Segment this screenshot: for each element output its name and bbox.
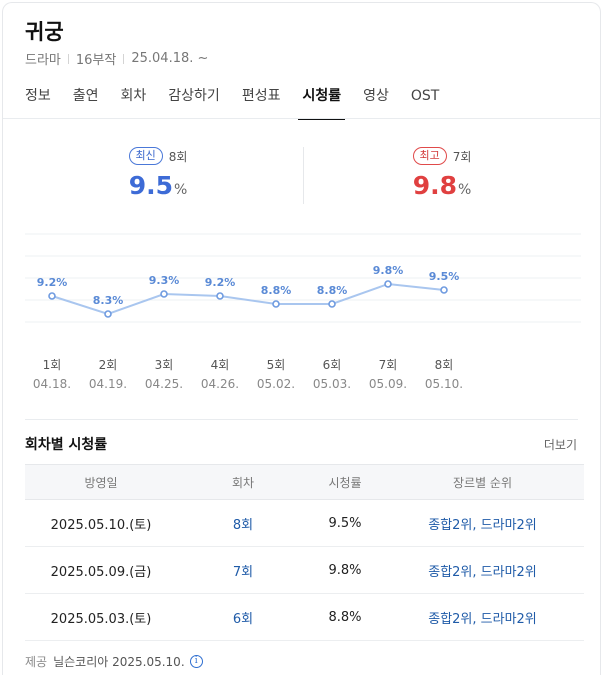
data-label: 8.8% bbox=[261, 284, 292, 297]
tab-schedule[interactable]: 편성표 bbox=[241, 88, 281, 104]
x-tick-date: 05.09. bbox=[369, 377, 407, 391]
more-link[interactable]: 더보기 bbox=[543, 438, 577, 452]
tab-ost[interactable]: OST bbox=[410, 88, 440, 104]
table-row: 2025.05.09.(금) 7회 9.8% 종합2위, 드라마2위 bbox=[25, 546, 584, 594]
best-rating: 최고 7회 9.8% bbox=[342, 147, 542, 200]
data-point bbox=[440, 286, 448, 294]
row-episode-link[interactable]: 7회 bbox=[177, 546, 309, 594]
latest-unit: % bbox=[173, 182, 188, 198]
row-rank-link[interactable]: 종합2위, 드라마2위 bbox=[381, 593, 584, 641]
row-rating: 8.8% bbox=[309, 593, 381, 641]
meta-divider bbox=[67, 53, 69, 64]
data-point bbox=[384, 280, 392, 288]
x-tick-label: 8회 bbox=[435, 358, 454, 372]
x-tick-date: 04.18. bbox=[33, 377, 71, 391]
row-episode-link[interactable]: 8회 bbox=[177, 499, 309, 547]
data-point bbox=[216, 292, 224, 300]
data-label: 9.2% bbox=[37, 276, 68, 289]
section-divider bbox=[25, 419, 578, 420]
data-label: 9.5% bbox=[429, 270, 460, 283]
x-tick-label: 5회 bbox=[267, 358, 286, 372]
data-point bbox=[104, 310, 112, 318]
data-label: 9.8% bbox=[373, 264, 404, 277]
row-date: 2025.05.10.(토) bbox=[25, 499, 177, 547]
x-tick-label: 1회 bbox=[43, 358, 62, 372]
data-label: 8.3% bbox=[93, 294, 124, 307]
x-tick-label: 7회 bbox=[379, 358, 398, 372]
data-label: 8.8% bbox=[317, 284, 348, 297]
data-point bbox=[328, 300, 336, 308]
row-rank-link[interactable]: 종합2위, 드라마2위 bbox=[381, 546, 584, 594]
table-row: 2025.05.10.(토) 8회 9.5% 종합2위, 드라마2위 bbox=[25, 499, 584, 547]
data-point bbox=[272, 300, 280, 308]
x-tick-date: 05.10. bbox=[425, 377, 463, 391]
x-tick-label: 6회 bbox=[323, 358, 342, 372]
row-rank-link[interactable]: 종합2위, 드라마2위 bbox=[381, 499, 584, 547]
tab-info[interactable]: 정보 bbox=[25, 88, 51, 104]
data-point bbox=[48, 292, 56, 300]
x-tick-date: 04.25. bbox=[145, 377, 183, 391]
tab-bar: 정보 출연 회차 감상하기 편성표 시청률 영상 OST bbox=[25, 85, 461, 120]
ratings-line-chart: 9.2% 1회 04.18. 8.3% 2회 04.19. 9.3% 3회 04.25. 9.2%… bbox=[25, 233, 581, 391]
data-source: 제공 닐슨코리아 2025.05.10. i bbox=[25, 653, 203, 670]
row-date: 2025.05.09.(금) bbox=[25, 546, 177, 594]
program-meta: 드라마 16부작 25.04.18. ~ bbox=[25, 49, 208, 68]
page-title: 귀궁 bbox=[25, 20, 64, 44]
best-value: 9.8 bbox=[412, 171, 457, 200]
latest-rating: 최신 8회 9.5% bbox=[58, 147, 258, 200]
tab-episodes[interactable]: 회차 bbox=[120, 88, 147, 104]
series-line bbox=[51, 282, 445, 316]
latest-value: 9.5 bbox=[128, 171, 173, 200]
col-episode: 회차 bbox=[177, 464, 309, 500]
best-badge: 최고 bbox=[412, 147, 447, 165]
x-tick-date: 05.03. bbox=[313, 377, 351, 391]
data-label: 9.2% bbox=[205, 276, 236, 289]
x-tick-label: 3회 bbox=[155, 358, 174, 372]
meta-genre: 드라마 bbox=[25, 53, 61, 68]
summary-divider bbox=[303, 147, 304, 204]
latest-badge: 최신 bbox=[128, 147, 163, 165]
tab-divider bbox=[3, 118, 600, 119]
info-icon[interactable]: i bbox=[189, 655, 203, 668]
ratings-table: 방영일 회차 시청률 장르별 순위 2025.05.10.(토) 8회 9.5%… bbox=[25, 464, 584, 641]
col-date: 방영일 bbox=[25, 464, 177, 500]
table-header-row: 방영일 회차 시청률 장르별 순위 bbox=[25, 464, 584, 500]
x-tick-date: 04.26. bbox=[201, 377, 239, 391]
x-tick-label: 4회 bbox=[211, 358, 230, 372]
x-tick-label: 2회 bbox=[99, 358, 118, 372]
x-tick-date: 04.19. bbox=[89, 377, 127, 391]
meta-airdate: 25.04.18. ~ bbox=[131, 51, 209, 66]
meta-episodes: 16부작 bbox=[75, 53, 117, 68]
tab-watch[interactable]: 감상하기 bbox=[168, 88, 220, 104]
tab-videos[interactable]: 영상 bbox=[363, 88, 389, 104]
data-label: 9.3% bbox=[149, 274, 180, 287]
data-point bbox=[160, 290, 168, 298]
tab-cast[interactable]: 출연 bbox=[72, 88, 99, 104]
latest-episode: 8회 bbox=[168, 149, 188, 164]
col-rating: 시청률 bbox=[309, 464, 381, 500]
row-date: 2025.05.03.(토) bbox=[25, 593, 177, 641]
row-episode-link[interactable]: 6회 bbox=[177, 593, 309, 641]
source-label: 제공 bbox=[25, 655, 48, 669]
col-rank: 장르별 순위 bbox=[381, 464, 584, 500]
source-text: 닐슨코리아 2025.05.10. bbox=[53, 655, 185, 669]
x-tick-date: 05.02. bbox=[257, 377, 295, 391]
row-rating: 9.5% bbox=[309, 499, 381, 547]
table-row: 2025.05.03.(토) 6회 8.8% 종합2위, 드라마2위 bbox=[25, 593, 584, 641]
best-unit: % bbox=[457, 182, 472, 198]
section-title: 회차별 시청률 bbox=[25, 437, 108, 453]
tab-ratings[interactable]: 시청률 bbox=[298, 85, 345, 120]
best-episode: 7회 bbox=[452, 149, 472, 164]
row-rating: 9.8% bbox=[309, 546, 381, 594]
meta-divider bbox=[123, 53, 125, 64]
